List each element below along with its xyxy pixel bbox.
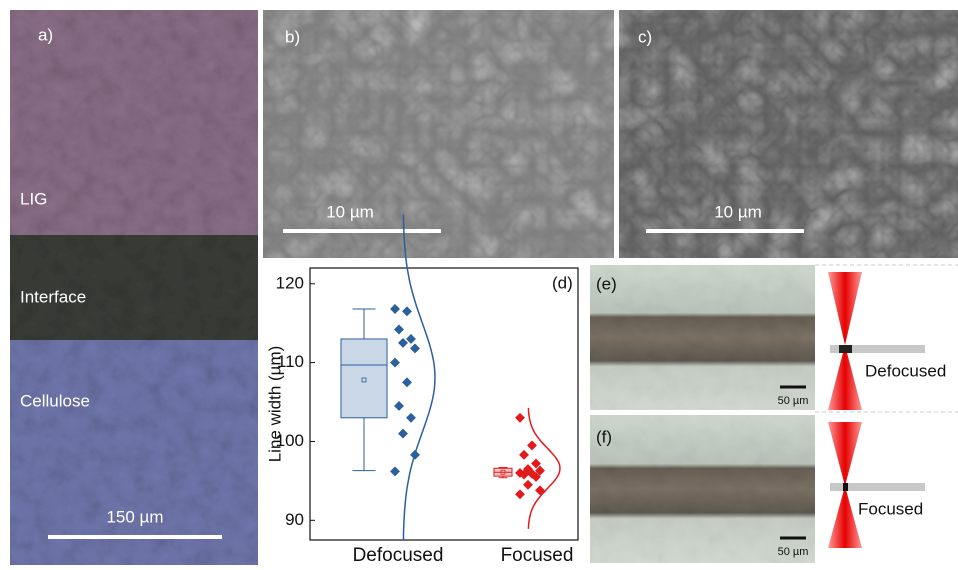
panel-label: a) [38, 25, 53, 44]
x-tick-label: Defocused [353, 545, 444, 565]
data-point [531, 471, 541, 482]
data-point [519, 449, 529, 460]
y-tick-label: 110 [277, 352, 304, 371]
data-point [402, 377, 412, 388]
data-point [406, 412, 416, 423]
data-point [398, 337, 408, 348]
mean [500, 469, 506, 475]
layer-label: Interface [20, 287, 86, 306]
schematic-label: Defocused [865, 361, 946, 380]
sem-image-c [619, 10, 958, 258]
scale-label: 50 µm [778, 546, 809, 558]
layer-label: Cellulose [20, 391, 90, 410]
schematic-label: Focused [858, 499, 923, 518]
data-point [406, 334, 416, 344]
box [340, 338, 388, 419]
data-point [390, 304, 400, 314]
y-tick-label: 120 [276, 273, 304, 292]
panel-label: (f) [596, 427, 612, 446]
panel-label: c) [638, 27, 652, 46]
data-point [519, 469, 529, 480]
scale-label: 10 µm [714, 202, 762, 221]
distribution-curve [527, 407, 561, 529]
layer-label: LIG [20, 189, 47, 208]
y-axis-title: Line width (µm) [265, 346, 284, 463]
data-point [394, 401, 404, 411]
x-tick-label: Focused [501, 545, 574, 565]
scale-label: 10 µm [326, 202, 374, 221]
sem-image-a [10, 10, 258, 565]
plot-frame [309, 267, 579, 541]
data-point [515, 489, 525, 500]
schematic-focused [828, 422, 925, 548]
optical-texture [590, 415, 815, 563]
optical-texture [590, 265, 815, 410]
data-point [402, 306, 412, 317]
sem-image-b [263, 10, 614, 258]
y-tick-label: 90 [285, 510, 304, 529]
data-point [390, 357, 400, 368]
data-point [398, 428, 408, 439]
data-point [527, 440, 537, 451]
distribution-curve [402, 214, 436, 541]
data-point [394, 324, 404, 335]
data-point [410, 343, 420, 354]
panel-label: (e) [596, 274, 617, 293]
data-point [535, 465, 545, 476]
y-tick-label: 100 [276, 431, 304, 450]
schematic-defocused [828, 272, 925, 410]
data-point [531, 458, 541, 469]
data-point [390, 466, 400, 477]
scale-label: 50 µm [778, 395, 809, 407]
panel-label: (d) [552, 273, 573, 292]
scale-label: 150 µm [106, 507, 163, 526]
panel-label: b) [285, 27, 300, 46]
data-point [515, 412, 525, 423]
data-point [523, 479, 533, 490]
mean [361, 377, 367, 383]
